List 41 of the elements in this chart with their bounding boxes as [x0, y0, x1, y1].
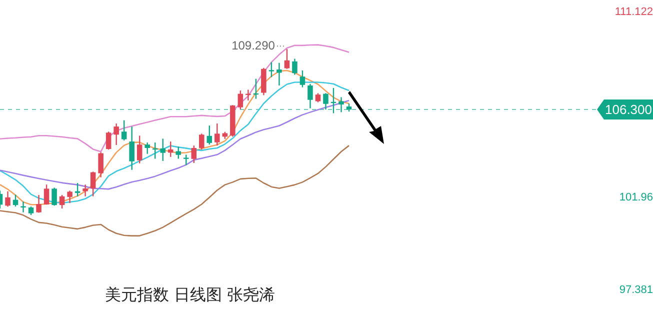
candlestick [191, 144, 197, 164]
candlestick [44, 184, 50, 206]
candlestick [276, 62, 282, 86]
y-tick-label: 101.96 [619, 191, 653, 204]
candlestick [315, 92, 321, 103]
candlestick [284, 48, 290, 70]
text: 美元指数 日线图 张尧浠 [105, 285, 276, 306]
candlestick [160, 138, 166, 162]
candlestick [5, 190, 10, 208]
candlestick [183, 154, 189, 166]
annotation: 109.290 [232, 38, 276, 52]
candlestick [308, 83, 313, 109]
candlestick [12, 194, 18, 208]
candlestick [176, 146, 182, 160]
ref-line-label: 106.300 [605, 102, 652, 118]
candlestick [98, 152, 104, 178]
candlestick [144, 142, 150, 154]
candlestick [168, 140, 174, 158]
candlestick [323, 92, 328, 110]
candlestick [67, 190, 72, 204]
candlestick [36, 194, 42, 214]
candlestick [199, 133, 204, 150]
y-tick-label: 111.122 [614, 6, 653, 18]
candlestick [121, 120, 127, 142]
candlestick [82, 184, 88, 197]
candlestick [136, 135, 142, 164]
y-tick-label: 97.381 [619, 284, 653, 296]
candlestick [114, 122, 119, 146]
candlestick [206, 124, 212, 146]
candlestick [238, 90, 244, 110]
candlestick [300, 70, 306, 88]
candlestick [292, 58, 298, 76]
candlestick [59, 194, 65, 210]
candlestick [129, 126, 134, 170]
candlestick [338, 96, 344, 113]
candlestick [106, 131, 112, 150]
candlestick [261, 67, 266, 96]
candlestick [268, 62, 274, 78]
candlestick [52, 187, 57, 206]
candlestick [214, 122, 220, 146]
candlestick [90, 171, 96, 197]
